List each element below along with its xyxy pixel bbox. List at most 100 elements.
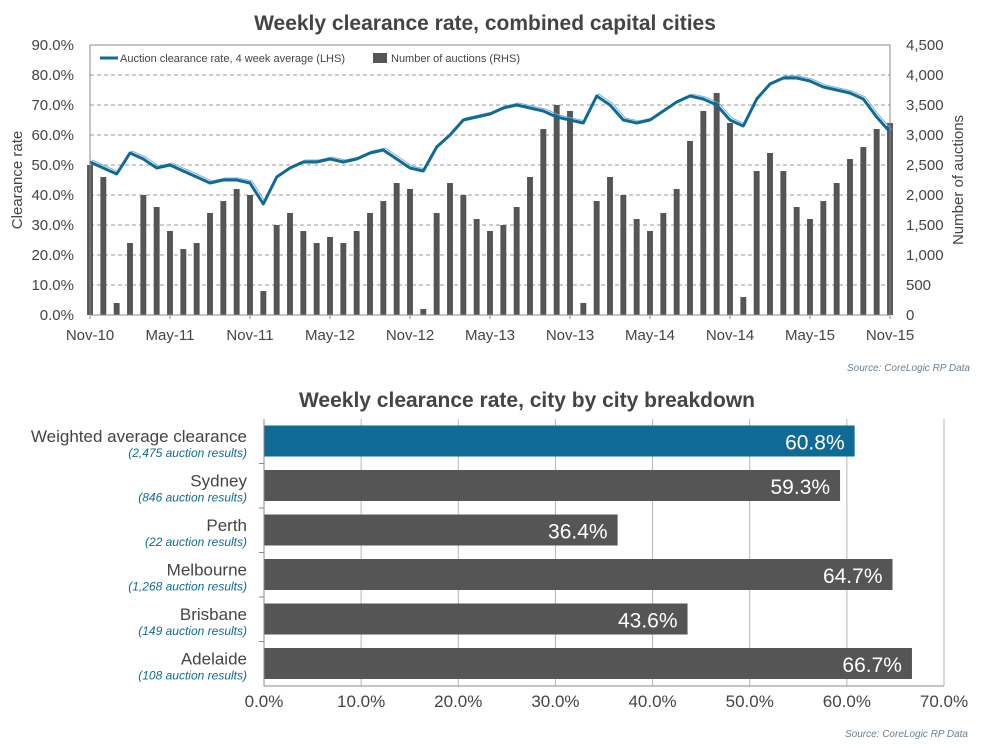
auction-bars <box>87 93 893 315</box>
percent-tick-label: 40.0% <box>628 692 676 711</box>
date-tick-label: Nov-14 <box>706 327 754 344</box>
auction-bar <box>140 195 147 315</box>
left-axis-label: Clearance rate <box>9 131 26 229</box>
city-bar-value-label: 43.6% <box>618 610 678 633</box>
auction-bar <box>407 189 413 315</box>
left-tick-label: 0.0% <box>40 307 74 324</box>
auction-bar <box>420 309 427 315</box>
left-tick-label: 80.0% <box>31 67 74 84</box>
left-tick-label: 70.0% <box>31 97 74 114</box>
auction-bar <box>220 201 227 315</box>
right-tick-label: 0 <box>906 307 914 324</box>
city-auction-count-label: (2,475 auction results) <box>128 446 247 460</box>
auction-bar <box>313 243 320 315</box>
clearance-rate-line <box>89 76 892 206</box>
legend-bar-swatch <box>373 53 387 63</box>
combined-capitals-chart: Weekly clearance rate, combined capital … <box>9 12 970 374</box>
city-auction-count-label: (1,268 auction results) <box>128 580 247 594</box>
auction-bar <box>167 231 173 315</box>
city-bar-value-label: 64.7% <box>823 565 883 588</box>
city-bar <box>264 425 855 457</box>
auction-bar <box>580 303 587 315</box>
percent-tick-label: 20.0% <box>434 692 482 711</box>
auction-bar <box>393 183 400 315</box>
auction-bar <box>447 183 453 315</box>
auction-bar <box>207 213 213 315</box>
city-breakdown-chart: Weekly clearance rate, city by city brea… <box>31 389 969 740</box>
percent-tick-label: 50.0% <box>726 692 774 711</box>
auction-bar <box>380 201 387 315</box>
auction-bar <box>247 195 253 315</box>
date-axis-ticks: Nov-10 May-11 Nov-11 May-12 Nov-12 May-13 Nov-… <box>66 315 914 344</box>
right-axis-ticks: 0 500 1,000 1,500 2,000 2,500 3,000 3,500 4,000 4… <box>906 37 944 324</box>
auction-bar <box>353 231 360 315</box>
date-tick-label: Nov-11 <box>226 327 273 344</box>
auction-bar <box>100 177 107 315</box>
auction-bar <box>660 213 667 315</box>
percent-tick-label: 0.0% <box>245 692 284 711</box>
auction-bar <box>740 297 747 315</box>
auction-bar <box>460 195 467 315</box>
city-bar-value-label: 66.7% <box>842 654 902 677</box>
auction-bar <box>180 249 187 315</box>
left-tick-label: 50.0% <box>31 157 74 174</box>
left-tick-label: 60.0% <box>31 127 74 144</box>
auction-bar <box>620 195 627 315</box>
auction-bar <box>113 303 120 315</box>
auction-bar <box>567 111 573 315</box>
city-bar-value-label: 36.4% <box>548 521 608 544</box>
city-bar-value-label: 60.8% <box>785 432 845 455</box>
bottom-chart-title: Weekly clearance rate, city by city brea… <box>299 389 755 412</box>
auction-bar <box>127 243 133 315</box>
city-bar <box>264 648 912 679</box>
auction-bar <box>647 231 653 315</box>
auction-bar <box>500 225 507 315</box>
auction-bar <box>873 129 880 315</box>
percent-tick-label: 30.0% <box>531 692 579 711</box>
bottom-source-note: Source: CoreLogic RP Data <box>845 729 968 740</box>
date-tick-label: Nov-13 <box>546 327 594 344</box>
auction-bar <box>513 207 520 315</box>
right-tick-label: 3,000 <box>906 127 944 144</box>
legend-bar-label: Number of auctions (RHS) <box>391 53 520 65</box>
percent-axis-ticks: 0.0% 10.0% 20.0% 30.0% 40.0% 50.0% 60.0% 70.0% <box>245 692 968 711</box>
auction-bar <box>367 213 373 315</box>
auction-bar <box>487 231 493 315</box>
city-auction-count-label: (149 auction results) <box>138 624 247 638</box>
city-name-label: Adelaide <box>181 650 247 669</box>
city-name-label: Perth <box>206 516 247 535</box>
city-name-label: Melbourne <box>167 561 247 580</box>
clearance-lines <box>89 75 893 206</box>
date-tick-label: Nov-10 <box>66 327 114 344</box>
auction-bar <box>807 219 813 315</box>
top-chart-title: Weekly clearance rate, combined capital … <box>254 12 716 35</box>
date-tick-label: May-14 <box>625 327 675 344</box>
auction-bar <box>233 189 240 315</box>
city-bar <box>264 514 618 546</box>
right-tick-label: 1,000 <box>906 247 944 264</box>
auction-bar <box>553 105 560 315</box>
right-tick-label: 2,500 <box>906 157 944 174</box>
auction-bar <box>273 225 280 315</box>
city-bars: 60.8% 59.3% 36.4% 64.7% 43.6% 66.7% <box>264 425 912 679</box>
left-axis-ticks: 0.0% 10.0% 20.0% 30.0% 40.0% 50.0% 60.0% 70.0% 8… <box>31 37 74 324</box>
city-bar <box>264 470 841 501</box>
auction-bar <box>833 183 840 315</box>
auction-bar <box>753 171 760 315</box>
bottom-chart-gridlines <box>264 419 945 687</box>
city-auction-count-label: (22 auction results) <box>145 535 247 549</box>
right-tick-label: 4,000 <box>906 67 944 84</box>
percent-tick-label: 10.0% <box>337 692 385 711</box>
date-tick-label: May-12 <box>305 327 355 344</box>
auction-bar <box>527 177 533 315</box>
right-tick-label: 3,500 <box>906 97 944 114</box>
legend-line-label: Auction clearance rate, 4 week average (… <box>120 53 345 65</box>
auction-bar <box>327 237 333 315</box>
auction-bar <box>287 213 293 315</box>
date-tick-label: May-15 <box>785 327 835 344</box>
right-axis-label: Number of auctions <box>950 115 967 245</box>
left-tick-label: 20.0% <box>31 247 74 264</box>
auction-bar <box>713 93 720 315</box>
right-tick-label: 4,500 <box>906 37 944 54</box>
